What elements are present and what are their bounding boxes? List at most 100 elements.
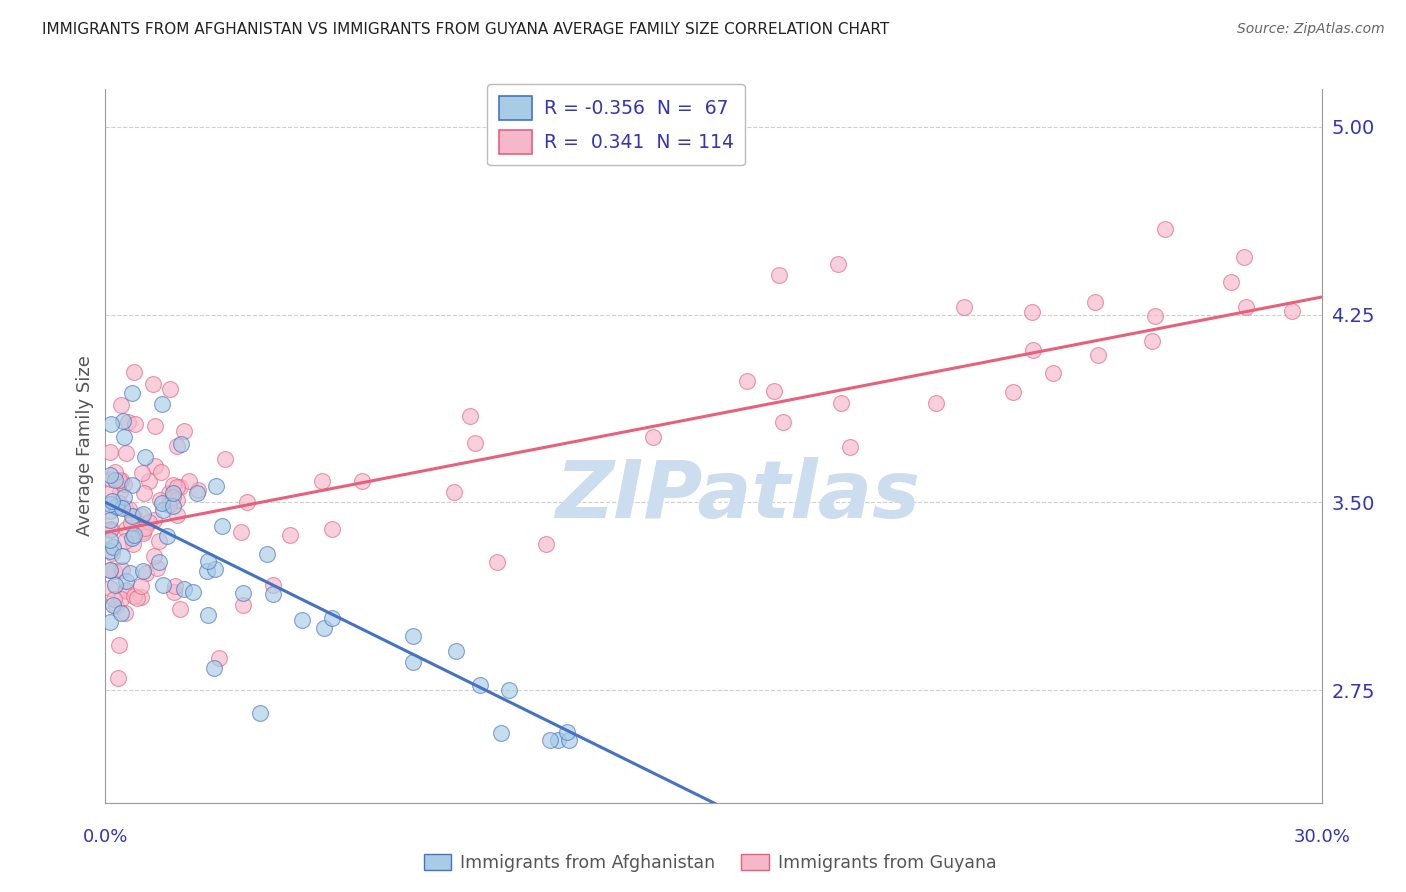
Point (547, 733, 569, 747)
Point (262, 578, 284, 592)
Point (143, 418, 166, 433)
Point (129, 508, 152, 523)
Point (402, 629, 425, 643)
Point (143, 513, 166, 527)
Point (110, 398, 132, 412)
Point (98, 445, 121, 459)
Point (148, 533, 170, 548)
Point (1220, 275, 1243, 289)
Point (132, 486, 155, 500)
Point (146, 561, 169, 575)
Point (121, 478, 143, 492)
Point (169, 480, 191, 494)
Point (538, 733, 561, 747)
Text: 0.0%: 0.0% (83, 828, 128, 846)
Point (159, 382, 181, 396)
Point (768, 268, 790, 282)
Point (101, 493, 124, 508)
Point (163, 584, 186, 599)
Point (98, 467, 121, 482)
Point (111, 414, 134, 428)
Point (121, 508, 143, 523)
Point (148, 555, 170, 569)
Point (127, 516, 149, 531)
Point (98, 544, 121, 558)
Point (232, 586, 254, 600)
Point (468, 678, 491, 692)
Point (166, 508, 188, 522)
Point (181, 585, 204, 599)
Point (262, 587, 284, 601)
Point (177, 475, 200, 489)
Point (114, 446, 136, 460)
Point (186, 485, 208, 500)
Point (952, 300, 974, 314)
Point (173, 582, 195, 597)
Point (110, 473, 132, 487)
Point (124, 589, 146, 603)
Point (117, 415, 139, 429)
Point (204, 562, 226, 576)
Point (443, 485, 465, 500)
Point (149, 492, 172, 507)
Point (118, 566, 141, 580)
Point (120, 516, 142, 531)
Point (202, 661, 225, 675)
Point (256, 547, 278, 561)
Point (98, 504, 121, 518)
Point (402, 655, 425, 669)
Text: Source: ZipAtlas.com: Source: ZipAtlas.com (1237, 22, 1385, 37)
Point (1281, 303, 1303, 318)
Point (1234, 300, 1257, 314)
Point (108, 638, 131, 652)
Point (1140, 334, 1163, 348)
Point (98, 615, 121, 629)
Point (134, 450, 156, 465)
Point (98, 563, 121, 577)
Point (115, 583, 138, 598)
Y-axis label: Average Family Size: Average Family Size (76, 356, 94, 536)
Point (169, 602, 191, 616)
Point (291, 613, 314, 627)
Point (498, 682, 520, 697)
Point (121, 385, 143, 400)
Point (135, 566, 157, 581)
Point (166, 492, 188, 507)
Point (101, 598, 124, 612)
Point (162, 486, 184, 500)
Point (134, 521, 156, 535)
Point (131, 526, 153, 541)
Point (187, 483, 209, 497)
Point (143, 549, 166, 563)
Point (103, 592, 125, 607)
Legend: R = -0.356  N =  67, R =  0.341  N = 114: R = -0.356 N = 67, R = 0.341 N = 114 (488, 85, 745, 165)
Point (489, 725, 512, 739)
Point (924, 396, 946, 410)
Point (1021, 305, 1043, 319)
Point (1084, 295, 1107, 310)
Point (444, 644, 467, 658)
Point (114, 533, 136, 548)
Point (110, 592, 132, 607)
Point (352, 474, 374, 488)
Point (173, 424, 195, 438)
Point (111, 501, 134, 516)
Point (150, 495, 173, 509)
Point (124, 417, 146, 432)
Point (98, 581, 121, 595)
Point (105, 499, 128, 513)
Point (100, 513, 122, 527)
Point (112, 490, 135, 504)
Legend: Immigrants from Afghanistan, Immigrants from Guyana: Immigrants from Afghanistan, Immigrants … (416, 847, 1004, 879)
Point (131, 508, 153, 522)
Point (827, 257, 849, 271)
Point (643, 430, 665, 444)
Point (131, 466, 153, 480)
Point (1022, 343, 1045, 357)
Point (111, 563, 134, 577)
Point (486, 555, 509, 569)
Point (195, 564, 218, 578)
Point (112, 429, 135, 443)
Point (152, 578, 174, 592)
Point (121, 537, 143, 551)
